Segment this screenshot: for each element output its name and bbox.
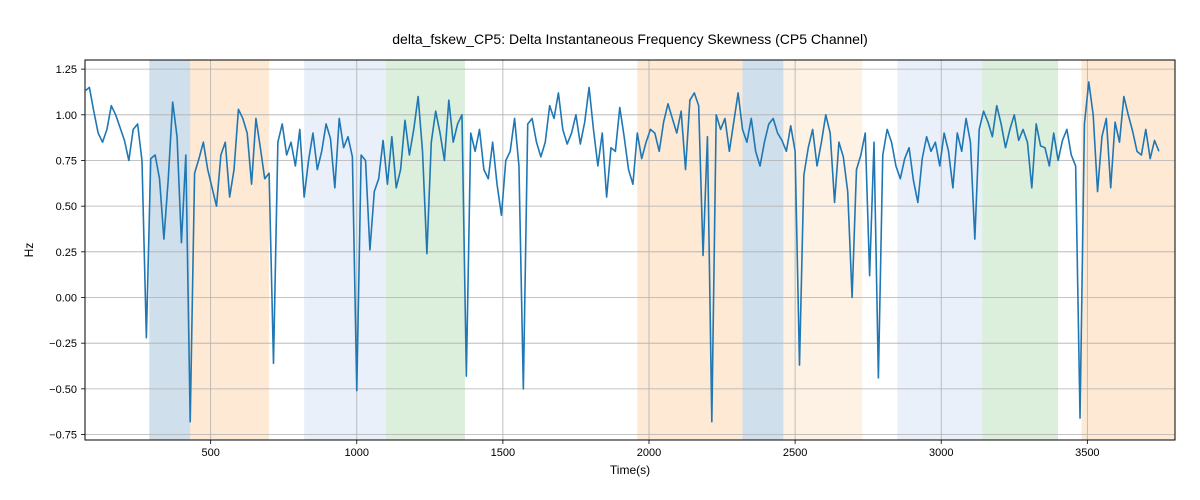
svg-text:3500: 3500 (1075, 447, 1099, 459)
svg-text:1.25: 1.25 (56, 64, 77, 76)
line-chart: 500 1000 1500 2000 2500 3000 3500 −0.75 −0.50 −0.… (0, 0, 1200, 500)
svg-text:3000: 3000 (929, 447, 953, 459)
svg-text:−0.75: −0.75 (49, 430, 77, 442)
svg-text:1500: 1500 (491, 447, 515, 459)
svg-text:1000: 1000 (345, 447, 369, 459)
svg-text:500: 500 (201, 447, 219, 459)
svg-text:2000: 2000 (637, 447, 661, 459)
svg-text:0.75: 0.75 (56, 155, 77, 167)
y-axis-label: Hz (22, 243, 36, 258)
svg-text:2500: 2500 (783, 447, 807, 459)
x-axis-label: Time(s) (610, 463, 650, 477)
svg-text:−0.25: −0.25 (49, 338, 77, 350)
svg-text:0.25: 0.25 (56, 247, 77, 259)
chart-title: delta_fskew_CP5: Delta Instantaneous Fre… (392, 31, 867, 47)
svg-text:0.00: 0.00 (56, 293, 77, 305)
svg-text:−0.50: −0.50 (49, 384, 77, 396)
svg-text:0.50: 0.50 (56, 201, 77, 213)
background-bands (149, 60, 1175, 440)
svg-text:1.00: 1.00 (56, 110, 77, 122)
chart-container: 500 1000 1500 2000 2500 3000 3500 −0.75 −0.50 −0.… (0, 0, 1200, 500)
